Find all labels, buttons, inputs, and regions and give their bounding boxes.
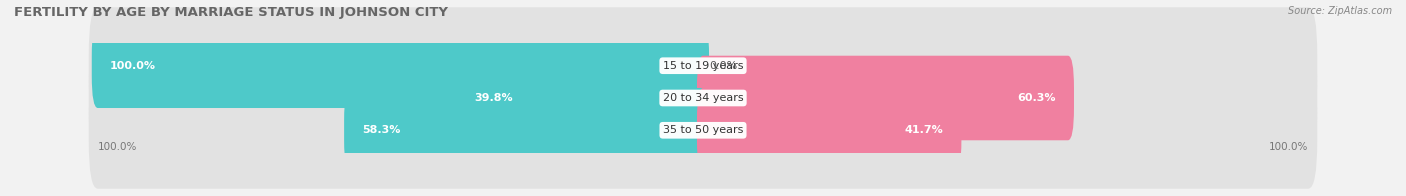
FancyBboxPatch shape [89, 72, 1317, 189]
Text: 100.0%: 100.0% [1268, 142, 1308, 152]
Text: 41.7%: 41.7% [904, 125, 943, 135]
Text: 0.0%: 0.0% [709, 61, 737, 71]
Legend: Married, Unmarried: Married, Unmarried [624, 193, 782, 196]
FancyBboxPatch shape [697, 56, 1074, 140]
FancyBboxPatch shape [91, 24, 709, 108]
Text: 39.8%: 39.8% [474, 93, 513, 103]
Text: 100.0%: 100.0% [110, 61, 156, 71]
Text: 58.3%: 58.3% [363, 125, 401, 135]
Text: 100.0%: 100.0% [98, 142, 138, 152]
Text: FERTILITY BY AGE BY MARRIAGE STATUS IN JOHNSON CITY: FERTILITY BY AGE BY MARRIAGE STATUS IN J… [14, 6, 449, 19]
FancyBboxPatch shape [89, 7, 1317, 124]
Text: 20 to 34 years: 20 to 34 years [662, 93, 744, 103]
FancyBboxPatch shape [697, 88, 962, 172]
FancyBboxPatch shape [344, 88, 709, 172]
Text: 35 to 50 years: 35 to 50 years [662, 125, 744, 135]
FancyBboxPatch shape [456, 56, 709, 140]
FancyBboxPatch shape [89, 40, 1317, 156]
Text: Source: ZipAtlas.com: Source: ZipAtlas.com [1288, 6, 1392, 16]
Text: 60.3%: 60.3% [1018, 93, 1056, 103]
Text: 15 to 19 years: 15 to 19 years [662, 61, 744, 71]
